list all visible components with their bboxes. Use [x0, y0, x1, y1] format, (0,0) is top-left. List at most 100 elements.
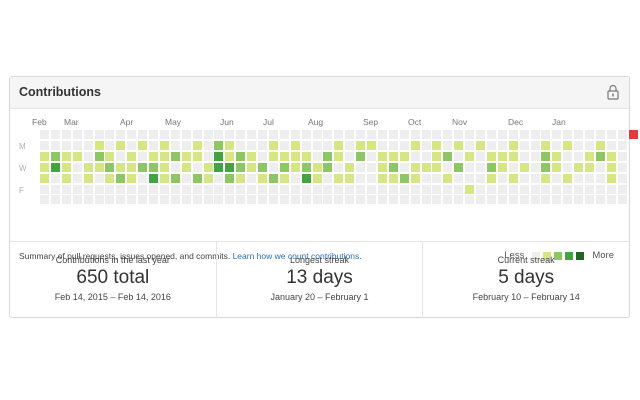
contribution-day[interactable]: [279, 162, 289, 172]
contribution-day[interactable]: [606, 151, 616, 161]
contribution-day[interactable]: [617, 173, 627, 183]
contribution-day[interactable]: [574, 130, 584, 139]
contribution-day[interactable]: [127, 151, 137, 161]
contribution-day[interactable]: [421, 195, 431, 205]
contribution-day[interactable]: [345, 140, 355, 150]
contribution-day[interactable]: [432, 162, 442, 172]
contribution-day[interactable]: [203, 173, 213, 183]
contribution-day[interactable]: [214, 130, 224, 139]
contribution-day[interactable]: [170, 151, 180, 161]
contribution-day[interactable]: [421, 140, 431, 150]
contribution-day[interactable]: [334, 140, 344, 150]
contribution-day[interactable]: [236, 140, 246, 150]
contribution-day[interactable]: [138, 195, 148, 205]
contribution-day[interactable]: [552, 162, 562, 172]
contribution-day[interactable]: [541, 140, 551, 150]
contribution-day[interactable]: [399, 173, 409, 183]
contribution-day[interactable]: [203, 151, 213, 161]
contribution-day[interactable]: [486, 140, 496, 150]
contribution-day[interactable]: [290, 151, 300, 161]
contribution-day[interactable]: [94, 195, 104, 205]
contribution-day[interactable]: [541, 130, 551, 139]
contribution-day[interactable]: [617, 140, 627, 150]
contribution-day[interactable]: [40, 130, 49, 139]
contribution-day[interactable]: [443, 195, 453, 205]
contribution-day[interactable]: [279, 184, 289, 194]
contribution-day[interactable]: [203, 184, 213, 194]
contribution-day[interactable]: [170, 173, 180, 183]
contribution-day[interactable]: [105, 130, 115, 139]
contribution-day[interactable]: [421, 130, 431, 139]
contribution-day[interactable]: [225, 195, 235, 205]
contribution-day[interactable]: [367, 195, 376, 205]
contribution-day[interactable]: [138, 130, 148, 139]
contribution-day[interactable]: [61, 140, 71, 150]
contribution-day[interactable]: [127, 184, 137, 194]
contribution-day[interactable]: [40, 151, 49, 161]
contribution-day[interactable]: [170, 184, 180, 194]
contribution-day[interactable]: [94, 162, 104, 172]
contribution-day[interactable]: [247, 184, 257, 194]
contribution-day[interactable]: [170, 140, 180, 150]
contribution-day[interactable]: [279, 151, 289, 161]
contribution-day[interactable]: [399, 140, 409, 150]
contribution-day[interactable]: [105, 184, 115, 194]
contribution-day[interactable]: [617, 151, 627, 161]
contribution-day[interactable]: [552, 195, 562, 205]
contribution-day[interactable]: [247, 130, 257, 139]
contribution-day[interactable]: [323, 173, 333, 183]
contribution-day[interactable]: [508, 140, 518, 150]
contribution-day[interactable]: [192, 195, 202, 205]
contribution-day[interactable]: [367, 151, 376, 161]
contribution-day[interactable]: [170, 162, 180, 172]
contribution-day[interactable]: [40, 173, 49, 183]
contribution-day[interactable]: [83, 140, 93, 150]
contribution-day[interactable]: [312, 151, 322, 161]
contribution-day[interactable]: [149, 162, 158, 172]
contribution-day[interactable]: [236, 130, 246, 139]
contribution-day[interactable]: [247, 195, 257, 205]
contribution-day[interactable]: [334, 195, 344, 205]
contribution-day[interactable]: [61, 151, 71, 161]
contribution-day[interactable]: [127, 173, 137, 183]
contribution-day[interactable]: [563, 184, 573, 194]
contribution-day[interactable]: [421, 173, 431, 183]
contribution-day[interactable]: [72, 130, 82, 139]
contribution-day[interactable]: [377, 173, 387, 183]
contribution-day[interactable]: [530, 195, 540, 205]
contribution-day[interactable]: [214, 184, 224, 194]
contribution-day[interactable]: [585, 162, 594, 172]
contribution-day[interactable]: [454, 151, 464, 161]
contribution-day[interactable]: [170, 130, 180, 139]
contribution-day[interactable]: [399, 195, 409, 205]
contribution-day[interactable]: [617, 195, 627, 205]
contribution-day[interactable]: [530, 184, 540, 194]
contribution-day[interactable]: [497, 184, 507, 194]
contribution-day[interactable]: [334, 151, 344, 161]
contribution-day[interactable]: [508, 173, 518, 183]
contribution-day[interactable]: [323, 140, 333, 150]
contribution-day[interactable]: [94, 130, 104, 139]
contribution-day[interactable]: [181, 162, 191, 172]
contribution-day[interactable]: [563, 162, 573, 172]
contribution-day[interactable]: [345, 130, 355, 139]
contribution-day[interactable]: [377, 195, 387, 205]
contribution-day[interactable]: [258, 195, 267, 205]
contribution-day[interactable]: [116, 184, 126, 194]
contribution-day[interactable]: [443, 184, 453, 194]
contribution-day[interactable]: [225, 162, 235, 172]
contribution-day[interactable]: [323, 162, 333, 172]
contribution-day[interactable]: [258, 130, 267, 139]
contribution-day[interactable]: [508, 130, 518, 139]
contribution-day[interactable]: [563, 195, 573, 205]
contribution-day[interactable]: [290, 195, 300, 205]
lock-icon[interactable]: [607, 84, 619, 100]
contribution-day[interactable]: [258, 184, 267, 194]
contribution-day[interactable]: [61, 195, 71, 205]
contribution-day[interactable]: [116, 130, 126, 139]
contribution-day[interactable]: [530, 151, 540, 161]
contribution-day[interactable]: [203, 130, 213, 139]
contribution-day[interactable]: [290, 140, 300, 150]
contribution-day[interactable]: [454, 140, 464, 150]
contribution-day[interactable]: [574, 173, 584, 183]
